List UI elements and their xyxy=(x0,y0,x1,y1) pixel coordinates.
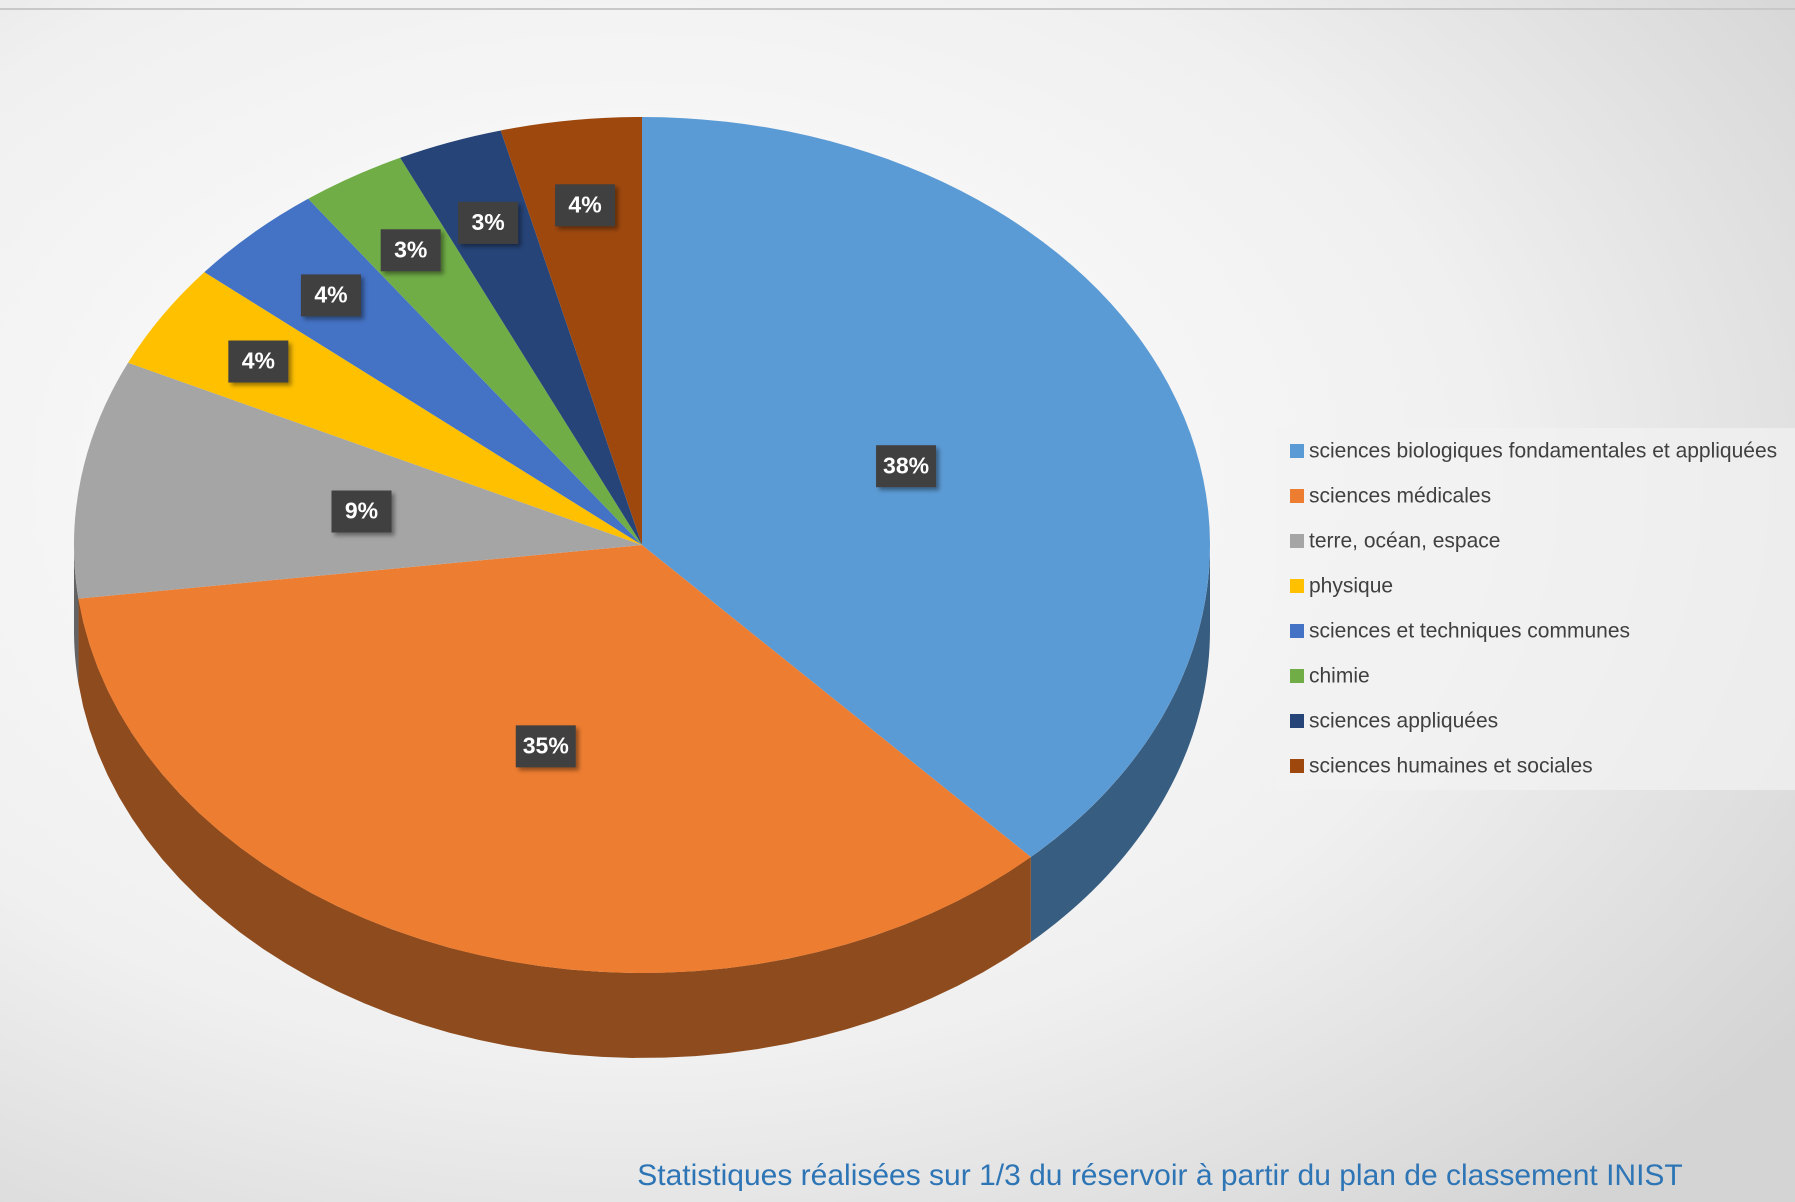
legend-label: sciences et techniques communes xyxy=(1309,620,1630,643)
legend-swatch xyxy=(1290,579,1304,593)
data-label: 3% xyxy=(458,201,519,244)
annotation: Statistiques réalisées sur 1/3 du réserv… xyxy=(637,1159,1683,1192)
legend-label: terre, océan, espace xyxy=(1309,530,1500,553)
data-label-text: 4% xyxy=(568,191,601,217)
data-label: 35% xyxy=(515,725,576,768)
data-label-box xyxy=(331,490,392,533)
data-label: 3% xyxy=(380,229,441,272)
pie-slice xyxy=(73,362,642,599)
data-label-box xyxy=(380,229,441,272)
legend-label: sciences biologiques fondamentales et ap… xyxy=(1309,440,1777,463)
data-label-box xyxy=(300,274,361,317)
legend-label: sciences humaines et sociales xyxy=(1309,755,1593,778)
data-label: 4% xyxy=(300,274,361,317)
data-label-text: 3% xyxy=(394,236,427,262)
legend-swatch xyxy=(1290,489,1304,503)
data-label-text: 38% xyxy=(883,452,929,478)
legend-swatch xyxy=(1290,669,1304,683)
pie-side xyxy=(78,598,1031,1058)
pie-side xyxy=(74,545,79,684)
data-label: 4% xyxy=(555,184,616,227)
legend-swatch xyxy=(1290,444,1304,458)
legend-label: sciences médicales xyxy=(1309,485,1491,508)
legend-swatch xyxy=(1290,714,1304,728)
data-label: 38% xyxy=(876,445,937,488)
data-label-box xyxy=(458,201,519,244)
data-label: 9% xyxy=(331,490,392,533)
legend-swatch xyxy=(1290,624,1304,638)
data-label-text: 3% xyxy=(471,209,504,235)
data-label-text: 35% xyxy=(523,732,569,758)
legend-swatch xyxy=(1290,759,1304,773)
legend-box xyxy=(1275,428,1795,790)
legend-swatch xyxy=(1290,534,1304,548)
data-label: 4% xyxy=(228,340,289,383)
legend-label: chimie xyxy=(1309,665,1370,688)
data-label-box xyxy=(228,340,289,383)
data-label-box xyxy=(515,725,576,768)
legend-label: sciences appliquées xyxy=(1309,710,1498,733)
data-label-box xyxy=(555,184,616,227)
pie-slice xyxy=(128,272,642,545)
data-label-text: 4% xyxy=(242,348,275,374)
pie-side xyxy=(1030,545,1210,942)
legend-label: physique xyxy=(1309,575,1393,598)
data-label-box xyxy=(876,445,937,488)
data-label-text: 4% xyxy=(314,281,347,307)
data-label-text: 9% xyxy=(345,498,378,524)
